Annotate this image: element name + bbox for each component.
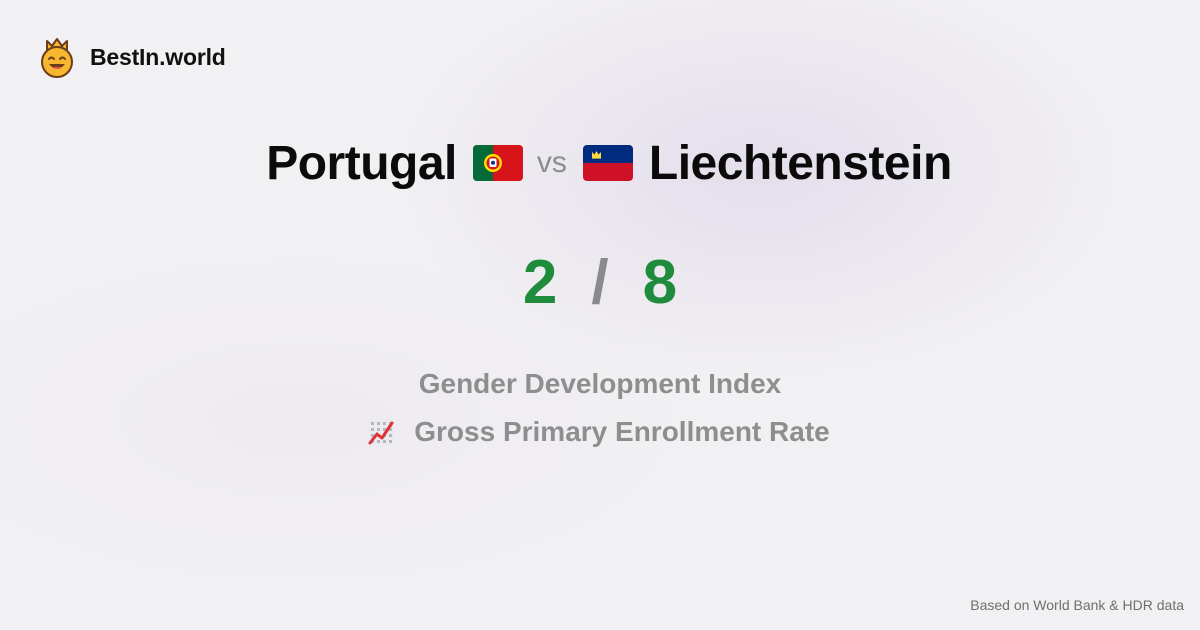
score-separator: / [591, 247, 609, 317]
portugal-flag-icon [472, 145, 523, 181]
brand-name: BestIn.world [90, 43, 226, 70]
liechtenstein-flag-icon [582, 145, 633, 181]
country-b-name: Liechtenstein [648, 136, 952, 190]
score-a: 2 [522, 247, 558, 317]
country-a-name: Portugal [266, 136, 457, 190]
metric-item: Gender Development Index [0, 364, 1200, 404]
chart-increasing-icon [368, 419, 395, 445]
comparison-title: Portugal vs Liechtenstein [0, 130, 1200, 196]
brand-header[interactable]: BestIn.world [38, 36, 226, 78]
score-b: 8 [642, 247, 678, 317]
metric-label: Gender Development Index [418, 368, 782, 399]
crowned-smiley-icon [41, 38, 73, 78]
metric-item: Gross Primary Enrollment Rate [0, 412, 1200, 452]
vs-label: vs [536, 146, 567, 179]
metric-label: Gross Primary Enrollment Rate [414, 416, 830, 447]
data-source-note: Based on World Bank & HDR data [970, 597, 1184, 613]
score-display: 2 / 8 [0, 244, 1200, 320]
